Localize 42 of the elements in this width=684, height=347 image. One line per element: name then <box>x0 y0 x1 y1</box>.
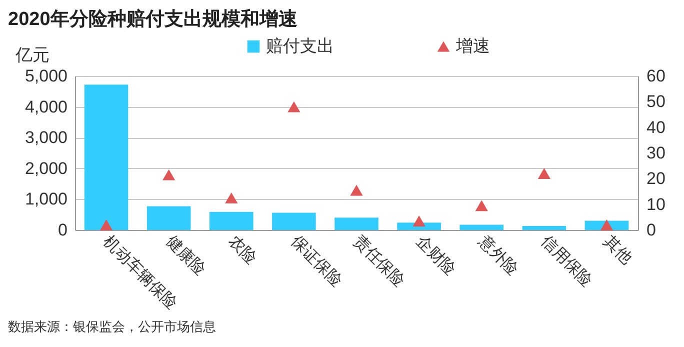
point <box>475 200 488 212</box>
point <box>412 216 426 226</box>
bar <box>84 84 128 230</box>
point <box>600 219 614 230</box>
bar <box>460 224 504 230</box>
point <box>288 101 300 112</box>
legend-label: 赔付支出 <box>266 36 334 56</box>
x-tick-label: 信用保险 <box>538 232 596 290</box>
y2-tick-label: 20 <box>646 169 666 188</box>
x-tick-label: 企财险 <box>412 232 460 279</box>
y2-tick-label: 10 <box>646 194 666 214</box>
y-axis-title: 亿元 <box>14 46 50 64</box>
bar <box>522 226 566 230</box>
x-tick-label: 责任保险 <box>350 232 408 290</box>
y-tick-label: 3,000 <box>24 128 68 148</box>
x-tick-label: 农险 <box>225 232 260 268</box>
source-note: 数据来源：银保监会，公开市场信息 <box>8 318 216 336</box>
bar <box>146 206 191 230</box>
y-tick-label: 0 <box>58 220 68 240</box>
x-tick-label: 保证保险 <box>288 232 345 290</box>
bar <box>334 218 378 230</box>
y2-tick-label: 0 <box>646 220 656 240</box>
y2-tick-label: 30 <box>646 144 666 162</box>
point <box>162 169 176 180</box>
y2-tick-label: 40 <box>646 118 666 137</box>
legend-label: 增速 <box>455 36 490 56</box>
y2-tick-label: 50 <box>646 92 666 112</box>
y-tick-label: 5,000 <box>24 66 68 86</box>
x-tick-label: 意外险 <box>474 231 522 279</box>
y-tick-label: 1,000 <box>24 190 68 209</box>
y-tick-label: 2,000 <box>24 158 68 178</box>
chart-title: 2020年分险种赔付支出规模和增速 <box>8 8 298 32</box>
bar <box>209 212 254 230</box>
point <box>100 219 113 230</box>
x-tick-label: 其他 <box>600 232 636 268</box>
y-tick-label: 4,000 <box>24 97 68 116</box>
point <box>538 168 550 180</box>
point <box>225 192 238 204</box>
point <box>350 184 363 196</box>
x-tick-label: 健康险 <box>162 232 210 279</box>
y2-tick-label: 60 <box>646 66 666 86</box>
bar <box>272 212 316 230</box>
